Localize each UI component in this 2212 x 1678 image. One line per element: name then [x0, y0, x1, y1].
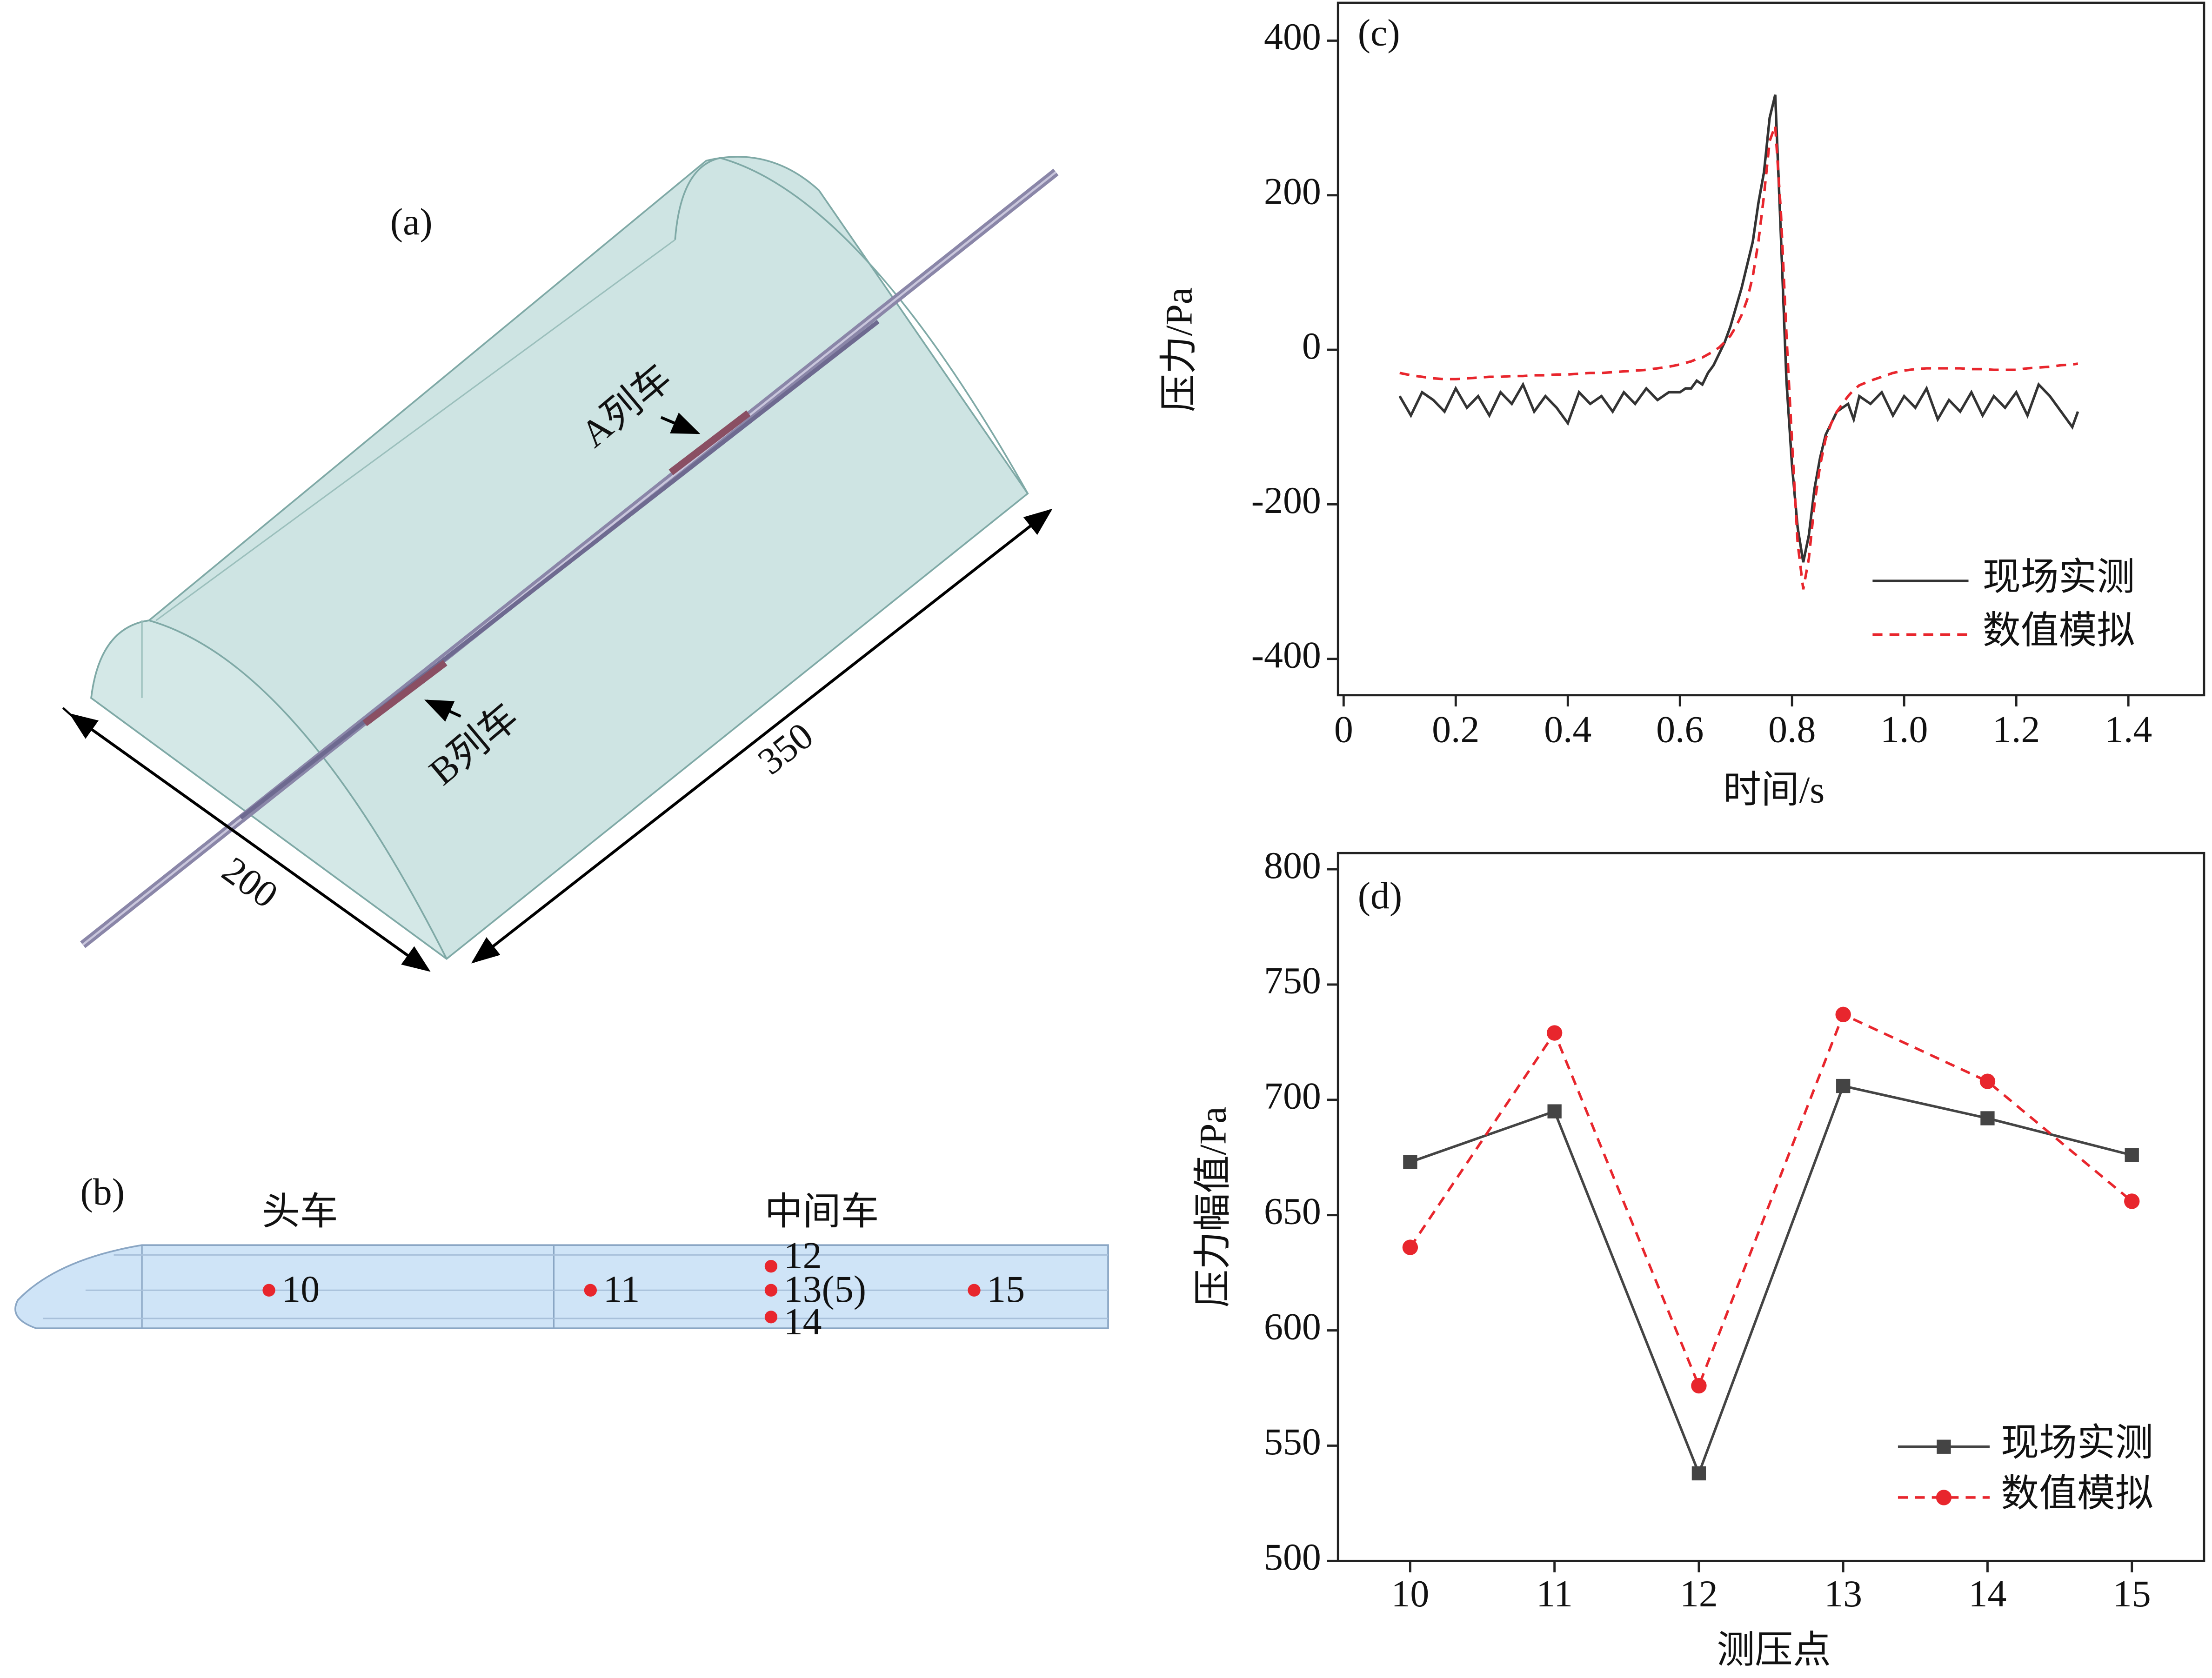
dimension-line	[471, 508, 1053, 964]
legend-label: 数值模拟	[2001, 1472, 2153, 1515]
y-tick-label: 0	[1302, 325, 1321, 367]
y-tick-label: 400	[1264, 15, 1321, 58]
train-b	[362, 659, 448, 726]
series-line	[1410, 1084, 2132, 1477]
marker	[1937, 1439, 1951, 1454]
marker	[1403, 1155, 1417, 1169]
x-tick-label: 0	[1334, 708, 1353, 750]
probe-label: 15	[987, 1268, 1025, 1310]
x-tick-label: 15	[2113, 1572, 2151, 1615]
tunnel-diagram: (a) A列车 B列车 200 350	[62, 156, 1059, 972]
marker	[2124, 1193, 2140, 1209]
x-tick-label: 0.4	[1544, 708, 1591, 750]
panel-label: (b)	[80, 1171, 125, 1213]
legend-label: 数值模拟	[1983, 609, 2135, 652]
x-tick-label: 1.0	[1880, 708, 1928, 750]
tunnel-body	[90, 156, 1029, 960]
panel-label: (d)	[1358, 874, 1402, 917]
probe	[262, 1284, 275, 1297]
series-line	[1409, 1012, 2133, 1389]
y-tick-label: -200	[1251, 479, 1321, 521]
probe	[584, 1284, 597, 1297]
probe	[764, 1311, 778, 1324]
x-tick-label: 0.2	[1432, 708, 1479, 750]
y-tick-label: 200	[1264, 170, 1321, 213]
marker	[1980, 1111, 1995, 1125]
probe-label: 10	[281, 1268, 320, 1310]
dimension-tick	[62, 707, 80, 723]
arrow	[424, 699, 461, 722]
probe	[968, 1284, 981, 1297]
y-axis-label: 压力/Pa	[1158, 287, 1200, 412]
probe-label: 11	[603, 1268, 640, 1310]
marker	[2125, 1148, 2139, 1162]
y-tick-label: 650	[1264, 1190, 1321, 1232]
x-axis-label: 测压点	[1717, 1629, 1831, 1671]
x-tick-label: 11	[1536, 1572, 1573, 1615]
y-tick-label: 750	[1264, 959, 1321, 1002]
panel-label: (a)	[390, 200, 433, 243]
dimension-label: 200	[214, 848, 286, 916]
marker	[1936, 1490, 1952, 1505]
legend-label: 现场实测	[1983, 556, 2135, 598]
x-tick-label: 10	[1391, 1572, 1429, 1615]
probe-label: 14	[784, 1300, 822, 1343]
y-tick-label: 700	[1264, 1075, 1321, 1117]
dimension-line	[69, 713, 431, 972]
series-line	[1398, 94, 2079, 563]
probe-label: 12	[784, 1234, 822, 1276]
car-label: 中间车	[765, 1190, 879, 1232]
marker	[1691, 1466, 1706, 1481]
series-line	[1399, 125, 2078, 590]
y-tick-label: 800	[1264, 844, 1321, 886]
marker	[1547, 1104, 1562, 1119]
probe	[764, 1260, 778, 1273]
plot-frame	[1337, 852, 2205, 1562]
tunnel-back	[674, 157, 1029, 494]
marker	[1835, 1006, 1851, 1023]
x-tick-label: 14	[1969, 1572, 2007, 1615]
y-tick-label: 550	[1264, 1420, 1321, 1463]
x-tick-label: 1.4	[2105, 708, 2152, 750]
legend-label: 现场实测	[2001, 1422, 2153, 1464]
edge	[155, 239, 676, 621]
car-label: 头车	[262, 1190, 338, 1232]
plot-frame	[1337, 1, 2205, 697]
marker	[1979, 1073, 1996, 1089]
y-tick-label: -400	[1251, 633, 1321, 676]
marker	[1836, 1079, 1851, 1093]
x-tick-label: 13	[1824, 1572, 1862, 1615]
x-tick-label: 0.6	[1656, 708, 1704, 750]
y-axis-label: 压力幅值/Pa	[1191, 1106, 1234, 1307]
marker	[1546, 1025, 1563, 1041]
panel-label: (c)	[1358, 12, 1400, 54]
train-diagram: (b) 头车 中间车 10 11 12 13(5) 14 15	[14, 1171, 1109, 1343]
y-tick-label: 600	[1264, 1305, 1321, 1347]
x-axis-label: 时间/s	[1723, 769, 1824, 811]
dimension-label: 350	[750, 714, 821, 782]
x-tick-label: 12	[1680, 1572, 1718, 1615]
arrow	[660, 413, 701, 434]
marker	[1402, 1239, 1418, 1255]
y-tick-label: 500	[1264, 1536, 1321, 1578]
probe-label: 13(5)	[784, 1268, 866, 1310]
marker	[1691, 1378, 1707, 1394]
x-tick-label: 0.8	[1768, 708, 1816, 750]
train-body	[14, 1244, 1109, 1329]
probe	[764, 1284, 778, 1297]
train-a	[668, 410, 751, 475]
x-tick-label: 1.2	[1992, 708, 2040, 750]
